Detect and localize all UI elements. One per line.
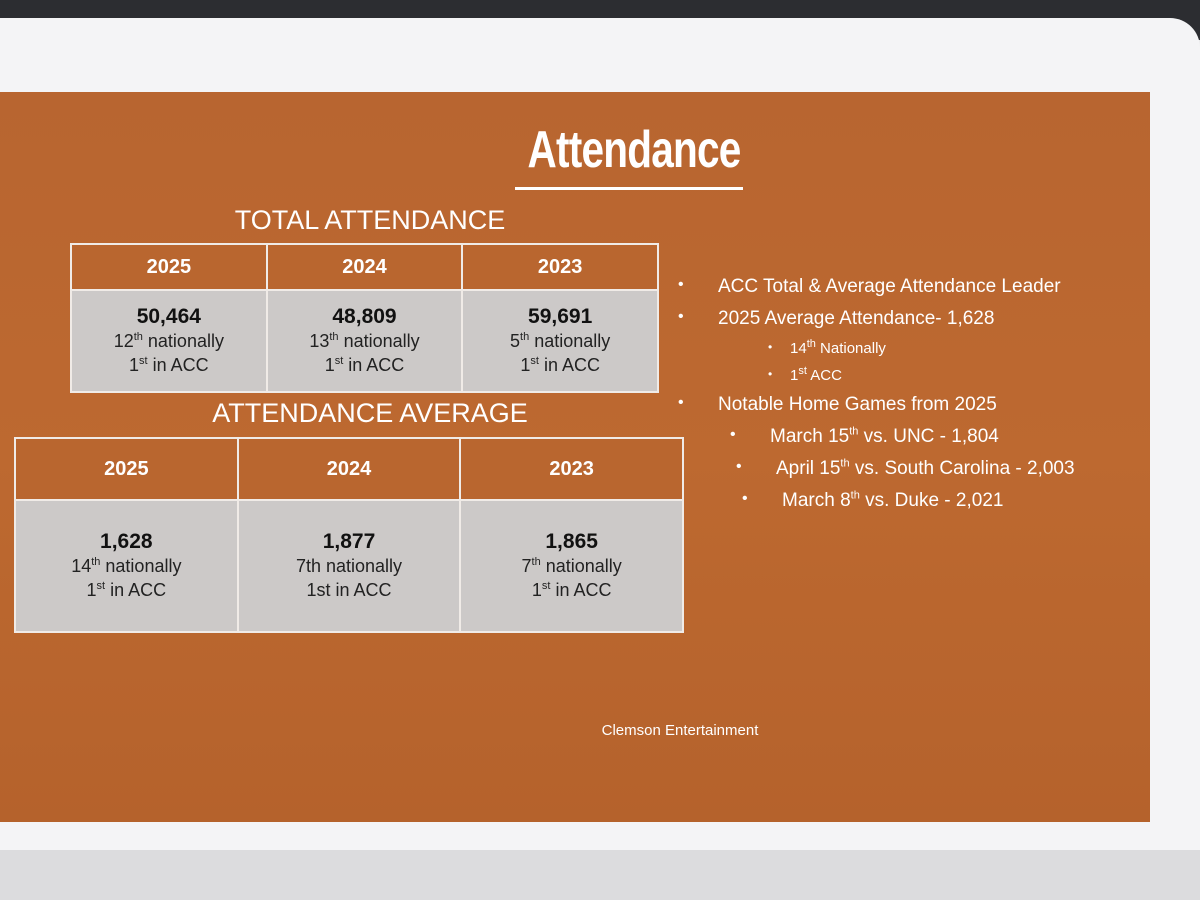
text: 1st in ACC [306,580,392,600]
cell-value: 59,691 [528,305,593,328]
cell: 1,628 14th nationally 1st in ACC [16,501,237,631]
text: 5 [510,331,521,351]
text: 1 [86,580,97,600]
text: April 15 [776,458,841,479]
text: in ACC [147,355,209,375]
text: vs. South Carolina - 2,003 [849,458,1075,479]
cell-line: 1st in ACC [239,578,460,602]
cell-value: 1,865 [545,530,598,553]
table-heading: TOTAL ATTENDANCE [234,205,506,235]
superscript: th [329,331,339,343]
text: Notable Home Games from 2025 [718,394,997,415]
text: 7 [521,556,532,576]
text: nationally [338,331,420,351]
text: ACC [806,367,842,384]
column-header: 2023 [461,439,682,499]
bullet: 1st ACC [768,365,842,385]
cell-line: 7th nationally [461,554,682,578]
superscript: st [139,355,148,367]
superscript: th [133,331,143,343]
text: nationally [540,556,622,576]
superscript: th [849,425,859,438]
cell: 1,877 7th nationally 1st in ACC [238,501,460,631]
text: in ACC [105,580,167,600]
text: 1 [531,580,542,600]
text: ACC Total & Average Attendance Leader [718,276,1061,297]
table-surface [0,850,1200,900]
cell-line: 1st in ACC [16,578,237,602]
text: nationally [142,331,224,351]
text: in ACC [550,580,612,600]
cell-value: 50,464 [136,305,201,328]
text: 13 [309,331,330,351]
text: in ACC [538,355,600,375]
column-header: 2023 [463,245,657,289]
title-rule [515,187,743,190]
superscript: st [541,580,551,592]
bullet: 2025 Average Attendance- 1,628 [678,308,995,330]
cell: 59,691 5th nationally 1st in ACC [463,291,657,391]
cell-line: 7th nationally [239,554,460,578]
text: nationally [529,331,611,351]
text: 7th nationally [295,556,403,576]
superscript: th [91,556,101,568]
table: 2025 2024 2023 50,464 12th nationally 1st in … [70,243,659,393]
cell-line: 1st in ACC [268,353,462,377]
text: 1 [129,355,140,375]
table-heading: ATTENDANCE AVERAGE [212,398,528,428]
superscript: st [334,355,344,367]
cell-line: 1st in ACC [463,353,657,377]
cell-line: 13th nationally [268,329,462,353]
cell-line: 1st in ACC [72,353,266,377]
cell-line: 12th nationally [72,329,266,353]
superscript: st [798,365,807,377]
column-header: 2025 [16,439,237,499]
superscript: th [840,457,850,470]
text: Nationally [815,340,886,357]
bullet: April 15th vs. South Carolina - 2,003 [736,457,1075,480]
superscript: th [806,338,816,350]
cell-value: 1,628 [100,530,153,553]
text: 14 [71,556,92,576]
text: vs. Duke - 2,021 [859,490,1004,511]
superscript: th [850,489,860,502]
text: vs. UNC - 1,804 [858,426,999,447]
text: 1 [324,355,335,375]
cell: 48,809 13th nationally 1st in ACC [267,291,462,391]
column-header: 2025 [72,245,266,289]
footer: Clemson Entertainment [601,722,759,739]
text: 2025 Average Attendance- 1,628 [718,308,995,329]
superscript: th [531,556,541,568]
bullet: ACC Total & Average Attendance Leader [678,276,1061,298]
superscript: st [530,355,539,367]
cell-line: 14th nationally [16,554,237,578]
superscript: th [520,331,530,343]
text: nationally [100,556,182,576]
cell-line: 5th nationally [463,329,657,353]
cell-value: 48,809 [332,305,397,328]
text: 14 [790,340,807,357]
title: Attendance [527,121,742,179]
text: in ACC [343,355,405,375]
cell-line: 1st in ACC [461,578,682,602]
text: 1 [790,367,799,384]
bullet: March 15th vs. UNC - 1,804 [730,425,999,448]
text: March 15 [770,426,850,447]
text: March 8 [782,490,851,511]
bullet: 14th Nationally [768,338,886,358]
column-header: 2024 [267,245,462,289]
cell-value: 1,877 [322,530,376,553]
text: 12 [113,331,134,351]
bullet: Notable Home Games from 2025 [678,394,997,416]
table: 2025 2024 2023 1,628 14th nationally 1st in A… [14,437,684,633]
superscript: st [96,580,106,592]
cell: 50,464 12th nationally 1st in ACC [72,291,266,391]
text: 1 [520,355,531,375]
bullet: March 8th vs. Duke - 2,021 [742,489,1004,512]
column-header: 2024 [238,439,460,499]
cell: 1,865 7th nationally 1st in ACC [461,501,682,631]
